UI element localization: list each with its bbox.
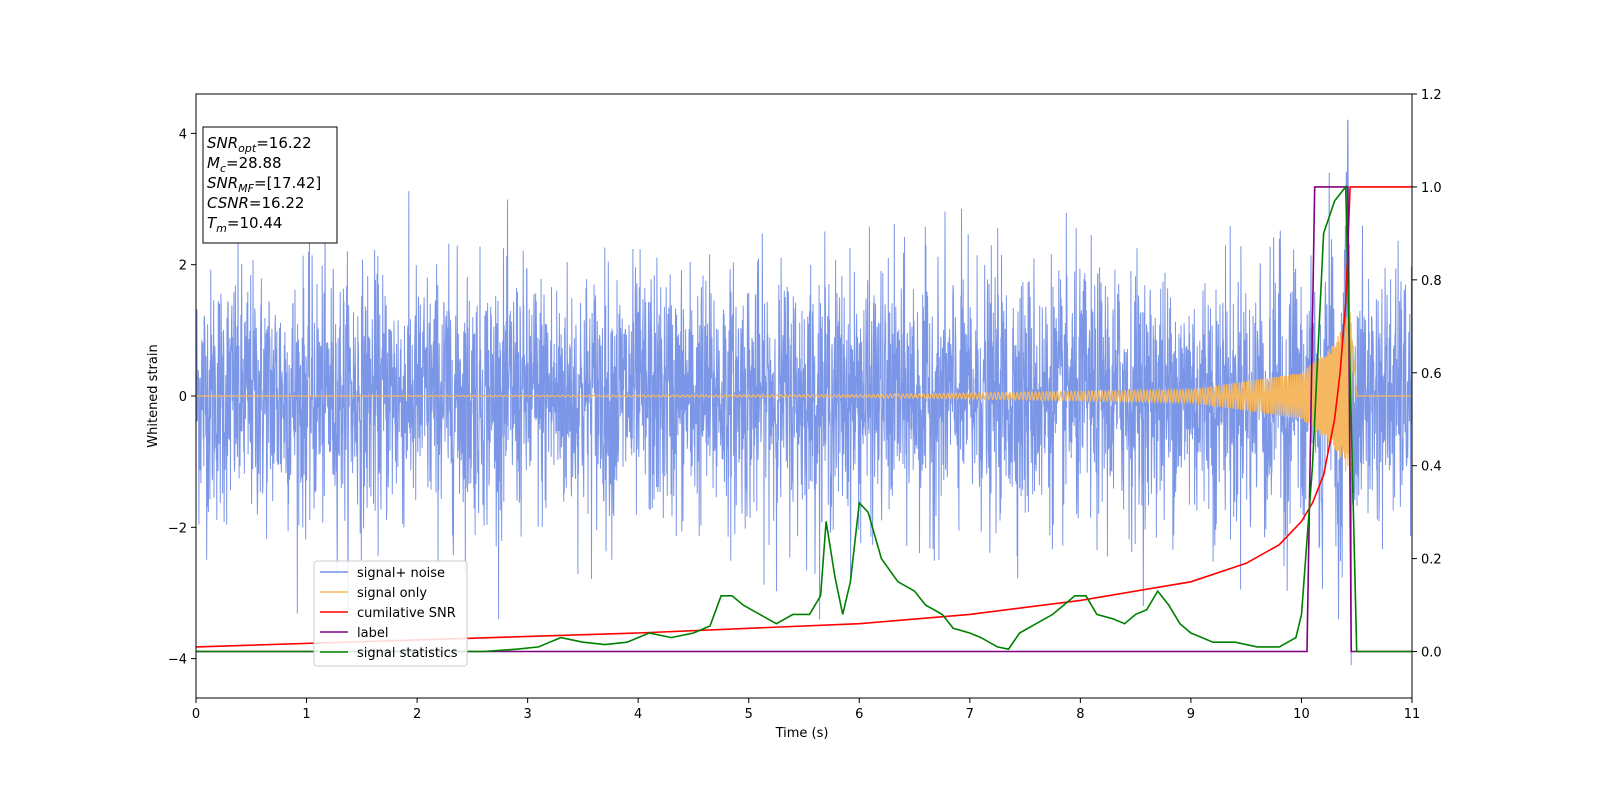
series-signal-only	[196, 312, 1412, 475]
legend-item-label: cumilative SNR	[357, 606, 456, 621]
legend-frame	[313, 560, 468, 667]
x-axis-label: Time (s)	[775, 726, 829, 741]
y-tick-label: 2	[179, 259, 187, 274]
y2-tick-label: 0.4	[1421, 460, 1442, 475]
y2-tick-label: 1.2	[1421, 88, 1442, 103]
info-box-line: Tm=10.44	[207, 214, 282, 235]
y-axis-left: 4 2 0 −2 −4	[168, 127, 196, 668]
series-cumulative-snr	[196, 186, 1412, 648]
x-tick-label: 2	[413, 707, 421, 722]
legend-item-label: signal statistics	[357, 646, 458, 661]
info-box-line: Mc=28.88	[207, 154, 282, 175]
legend-item-label: signal+ noise	[357, 566, 445, 581]
x-tick-label: 1	[302, 707, 310, 722]
y-axis-label: Whitened strain	[146, 344, 161, 447]
y-axis-right: 1.2 1.0 0.8 0.6 0.4 0.2 0.0	[1412, 88, 1442, 661]
series-signal-statistics	[196, 184, 1412, 653]
y-tick-label: 4	[179, 127, 187, 142]
legend-item-label: signal only	[357, 586, 427, 601]
y2-tick-label: 0.2	[1421, 553, 1442, 568]
y2-tick-label: 1.0	[1421, 181, 1442, 196]
x-tick-label: 5	[745, 707, 753, 722]
info-box-line: SNRopt=16.22	[207, 134, 312, 155]
series-signal-noise	[196, 119, 1412, 666]
info-box-line: SNRMF=[17.42]	[207, 174, 321, 195]
legend-item-label: label	[357, 626, 388, 641]
x-axis: 0 1 2 3 4 5 6 7 8 9 10 11	[192, 698, 1420, 722]
legend: signal+ noise signal only cumilative SNR la…	[313, 560, 468, 667]
info-box-frame	[202, 126, 338, 244]
x-tick-label: 3	[523, 707, 531, 722]
y2-tick-label: 0.8	[1421, 274, 1442, 289]
x-tick-label: 6	[855, 707, 863, 722]
x-tick-label: 10	[1293, 707, 1310, 722]
info-box: SNRopt=16.22Mc=28.88SNRMF=[17.42]CSNR=16…	[202, 126, 338, 244]
series-layer	[196, 119, 1412, 666]
x-tick-label: 7	[966, 707, 974, 722]
x-tick-label: 0	[192, 707, 200, 722]
x-tick-label: 9	[1187, 707, 1195, 722]
x-tick-label: 4	[634, 707, 642, 722]
info-box-line: CSNR=16.22	[207, 194, 304, 212]
y-tick-label: −4	[168, 653, 187, 668]
y2-tick-label: 0.6	[1421, 367, 1442, 382]
x-tick-label: 11	[1404, 707, 1421, 722]
x-tick-label: 8	[1076, 707, 1084, 722]
y-tick-label: 0	[179, 390, 187, 405]
y2-tick-label: 0.0	[1421, 646, 1442, 661]
y-tick-label: −2	[168, 521, 187, 536]
